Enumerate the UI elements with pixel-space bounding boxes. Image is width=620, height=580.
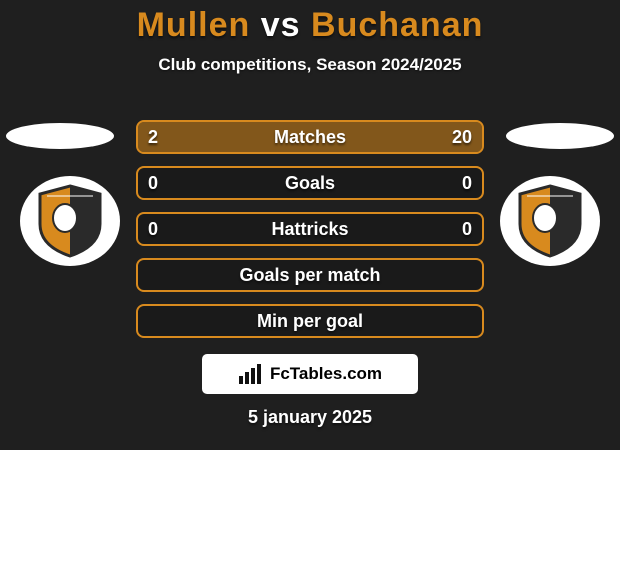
stat-row: 0 0 Goals [136, 166, 484, 200]
stat-value-right: 0 [462, 173, 472, 194]
stat-value-right: 20 [452, 127, 472, 148]
vs-separator: vs [261, 6, 301, 44]
player2-name: Buchanan [311, 6, 483, 44]
stat-row: Goals per match [136, 258, 484, 292]
player1-name: Mullen [137, 6, 251, 44]
player1-avatar-placeholder [6, 123, 114, 149]
player2-club-badge [500, 176, 600, 266]
club-shield-icon [35, 184, 105, 258]
club-shield-icon [515, 184, 585, 258]
stat-row: Min per goal [136, 304, 484, 338]
page-title: Mullen vs Buchanan [0, 0, 620, 45]
stat-bars: 2 20 Matches 0 0 Goals 0 0 Hattricks Goals per ma… [136, 120, 484, 350]
stat-value-left: 0 [148, 173, 158, 194]
player1-club-badge [20, 176, 120, 266]
stat-label: Matches [274, 127, 346, 148]
logo-text: FcTables.com [270, 364, 382, 384]
subtitle: Club competitions, Season 2024/2025 [0, 55, 620, 75]
comparison-card: Mullen vs Buchanan Club competitions, Se… [0, 0, 620, 450]
date-label: 5 january 2025 [0, 407, 620, 428]
stat-label: Goals per match [239, 265, 380, 286]
stat-label: Min per goal [257, 311, 363, 332]
stat-row: 0 0 Hattricks [136, 212, 484, 246]
stat-value-left: 0 [148, 219, 158, 240]
bars-chart-icon [238, 364, 264, 384]
fctables-logo[interactable]: FcTables.com [202, 354, 418, 394]
stat-label: Goals [285, 173, 335, 194]
stat-value-right: 0 [462, 219, 472, 240]
stat-value-left: 2 [148, 127, 158, 148]
stat-row: 2 20 Matches [136, 120, 484, 154]
player2-avatar-placeholder [506, 123, 614, 149]
stat-label: Hattricks [271, 219, 348, 240]
